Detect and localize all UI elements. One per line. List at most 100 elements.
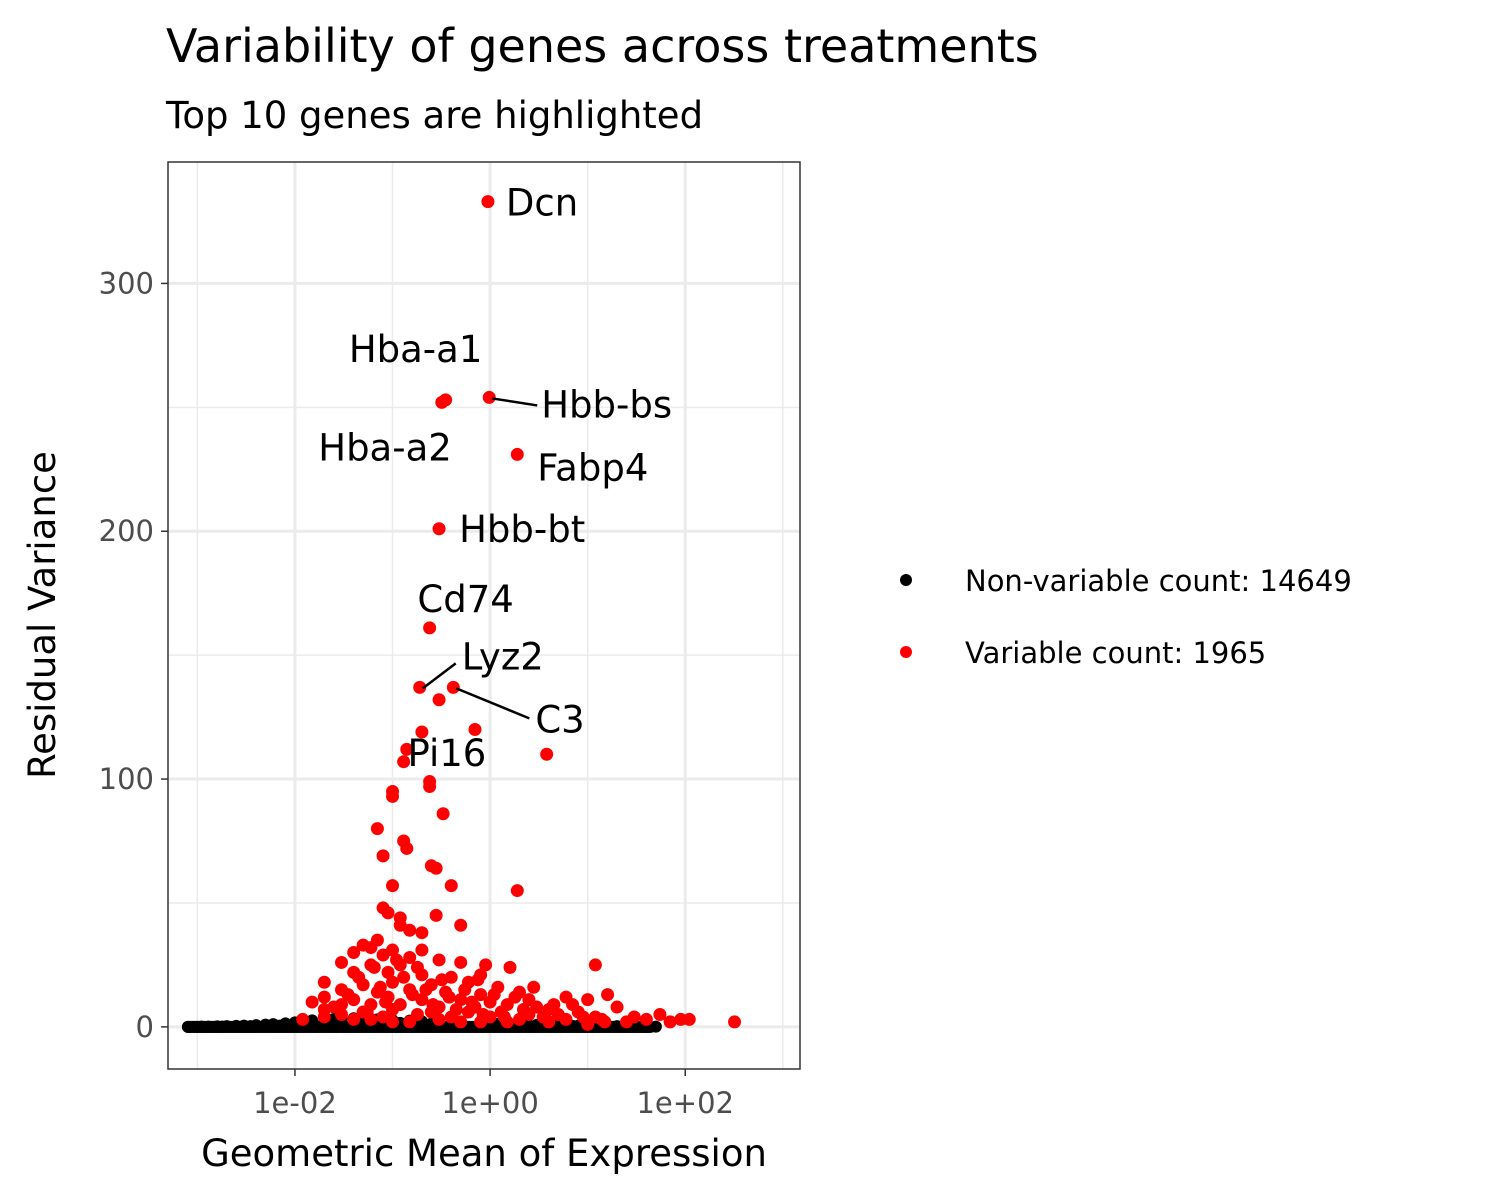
data-point — [216, 1020, 229, 1033]
data-point — [335, 955, 349, 969]
data-point — [386, 975, 400, 989]
label-leader-line — [455, 687, 530, 720]
gene-label: Fabp4 — [537, 446, 648, 489]
data-point — [410, 960, 424, 974]
data-point — [682, 1012, 696, 1026]
data-point — [576, 1010, 590, 1024]
data-point — [381, 965, 395, 979]
data-point — [373, 980, 387, 994]
data-point — [601, 988, 615, 1002]
legend-key-non-variable — [900, 574, 912, 586]
x-tick-label: 1e+00 — [441, 1086, 539, 1120]
gene-label: Dcn — [506, 182, 578, 225]
data-point — [588, 958, 602, 972]
data-point — [397, 755, 411, 769]
data-point — [619, 1015, 633, 1029]
plot-border — [167, 161, 801, 1070]
data-point — [728, 1015, 742, 1029]
data-point — [352, 970, 366, 984]
data-point — [432, 693, 446, 707]
data-point — [611, 1020, 624, 1033]
data-point — [381, 906, 395, 920]
label-leader-lines — [421, 397, 538, 720]
data-point — [423, 621, 437, 635]
data-point — [244, 1020, 257, 1033]
x-tick-label: 1e+02 — [636, 1086, 734, 1120]
data-point — [442, 990, 456, 1004]
data-point — [415, 943, 429, 957]
data-point — [432, 953, 446, 967]
data-point — [397, 970, 411, 984]
data-point — [465, 995, 479, 1009]
data-point — [386, 879, 400, 893]
x-axis-title: Geometric Mean of Expression — [201, 1132, 767, 1175]
data-point — [458, 983, 472, 997]
data-point — [527, 980, 541, 994]
legend-label-variable: Variable count: 1965 — [965, 636, 1266, 670]
x-tick-label: 1e-02 — [253, 1086, 337, 1120]
data-point — [376, 948, 390, 962]
data-point — [360, 1005, 374, 1019]
grid-minor — [168, 162, 800, 1069]
data-point — [296, 1012, 310, 1026]
data-point — [317, 990, 331, 1004]
data-point — [390, 953, 404, 967]
data-point — [663, 1015, 677, 1029]
data-point — [540, 747, 554, 761]
gene-label: Cd74 — [417, 578, 513, 621]
gene-label: Pi16 — [407, 732, 486, 775]
data-point — [379, 995, 393, 1009]
data-point — [454, 955, 468, 969]
data-point — [305, 995, 319, 1009]
data-point — [547, 998, 561, 1012]
data-point — [536, 1010, 550, 1024]
data-point — [487, 988, 501, 1002]
data-point — [446, 680, 460, 694]
data-point — [474, 988, 488, 1002]
data-point — [517, 1003, 531, 1017]
data-point — [386, 1015, 400, 1029]
y-axis-title: Residual Variance — [21, 451, 64, 779]
data-point — [327, 1000, 341, 1014]
data-point — [419, 983, 433, 997]
data-point — [347, 1012, 361, 1026]
data-point — [639, 1012, 653, 1026]
data-point — [435, 973, 449, 987]
variable-points — [296, 195, 742, 1031]
data-point — [653, 1007, 667, 1021]
gene-label: Hbb-bs — [541, 383, 672, 426]
legend-label-non-variable: Non-variable count: 14649 — [965, 564, 1352, 598]
data-point — [649, 1020, 662, 1033]
data-point — [195, 1020, 208, 1033]
data-point — [479, 958, 493, 972]
data-point — [461, 1005, 475, 1019]
data-point — [405, 988, 419, 1002]
data-point — [522, 1019, 535, 1032]
data-point — [444, 879, 458, 893]
data-point — [559, 990, 573, 1004]
legend-key-variable — [900, 646, 912, 658]
data-point — [370, 822, 384, 836]
gene-label: Hba-a1 — [349, 328, 483, 371]
data-point — [317, 1010, 331, 1024]
data-point — [510, 884, 524, 898]
data-point — [481, 195, 495, 209]
y-tick-label: 200 — [99, 514, 154, 548]
data-point — [181, 1020, 194, 1033]
data-point — [610, 1000, 624, 1014]
data-point — [403, 1015, 417, 1029]
data-point — [449, 1003, 463, 1017]
data-point — [432, 522, 446, 536]
data-point — [367, 960, 381, 974]
data-point — [386, 789, 400, 803]
data-point — [426, 998, 440, 1012]
data-point — [423, 779, 437, 793]
y-tick-label: 300 — [99, 266, 154, 300]
data-point — [503, 960, 517, 974]
data-point — [347, 946, 361, 960]
gene-label: Hba-a2 — [318, 426, 452, 469]
data-point — [454, 1015, 468, 1029]
data-point — [468, 722, 482, 736]
data-point — [317, 975, 331, 989]
x-axis-ticks: 1e-02 1e+00 1e+02 — [253, 1069, 734, 1120]
